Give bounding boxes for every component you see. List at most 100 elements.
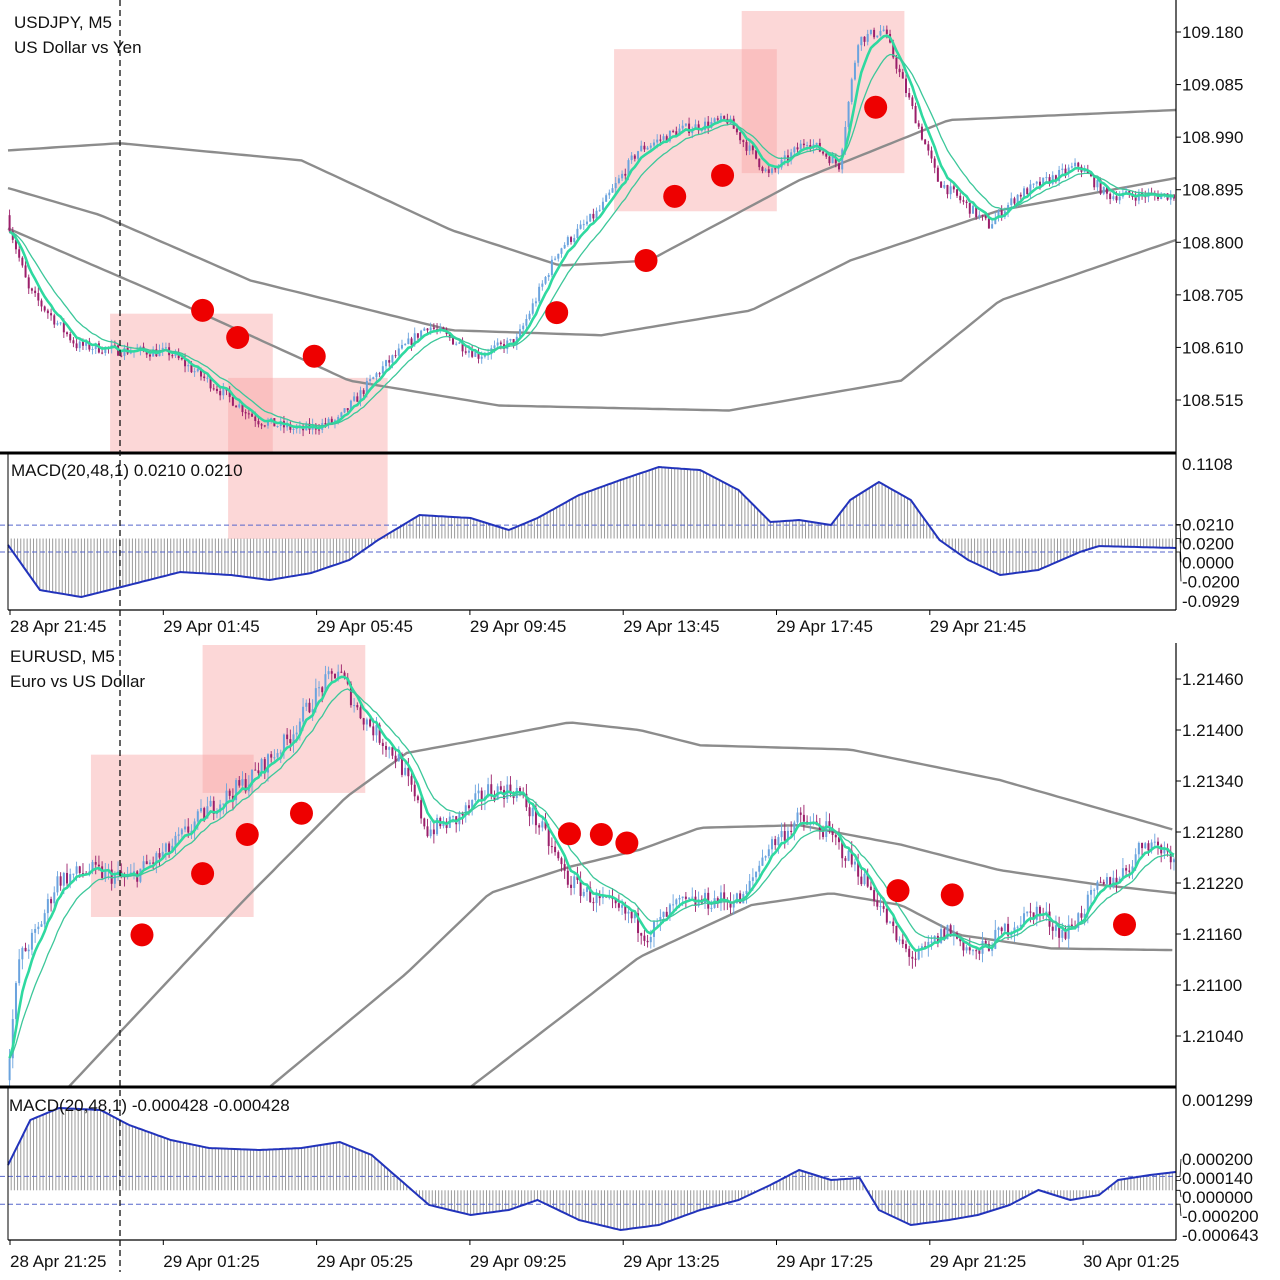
- ema-fast-line: [8, 34, 1175, 430]
- candle: [668, 903, 671, 922]
- signal-dot[interactable]: [589, 823, 613, 847]
- candle-body: [193, 821, 196, 831]
- candle-body: [359, 390, 362, 402]
- candle-body: [1125, 868, 1128, 871]
- candle-body: [193, 371, 196, 373]
- price-plot[interactable]: [110, 10, 905, 539]
- signal-dot[interactable]: [615, 831, 639, 855]
- candle-body: [892, 42, 895, 58]
- candle: [353, 698, 356, 713]
- signal-dot[interactable]: [235, 823, 259, 847]
- candle-body: [1026, 188, 1029, 195]
- candle-body: [838, 837, 840, 843]
- highlight-zone: [202, 645, 366, 793]
- candle-body: [1029, 911, 1032, 913]
- candle-body: [1083, 169, 1086, 172]
- candle-body: [155, 853, 158, 864]
- signal-dot[interactable]: [663, 184, 687, 208]
- signal-dot[interactable]: [711, 163, 735, 187]
- candle-body: [576, 876, 579, 880]
- usdjpy-panel[interactable]: [0, 10, 1176, 599]
- candle: [869, 29, 872, 36]
- candle-body: [340, 412, 343, 417]
- signal-dot[interactable]: [302, 344, 326, 368]
- candle-body: [235, 405, 238, 408]
- price-plot[interactable]: [90, 645, 366, 917]
- eurusd-panel[interactable]: [0, 645, 1176, 1232]
- candle: [66, 331, 69, 337]
- candle-body: [946, 925, 949, 940]
- candle-body: [385, 360, 388, 367]
- candle: [560, 856, 563, 872]
- candle-body: [148, 354, 151, 357]
- signal-dot[interactable]: [1113, 913, 1136, 937]
- candle-body: [927, 941, 930, 947]
- candle-body: [24, 947, 27, 952]
- candle: [318, 681, 321, 697]
- candle-body: [292, 734, 295, 744]
- candle-body: [790, 152, 793, 161]
- time-tick-label: 29 Apr 17:45: [777, 617, 873, 636]
- candle: [841, 840, 844, 868]
- signal-dot[interactable]: [864, 95, 888, 119]
- candle-body: [381, 742, 384, 746]
- candle-body: [1035, 181, 1038, 184]
- candle-body: [1023, 188, 1026, 197]
- candle-body: [624, 904, 627, 914]
- candle: [235, 405, 238, 408]
- candle: [614, 177, 617, 194]
- candle: [723, 884, 726, 911]
- candle-body: [46, 310, 49, 314]
- signal-dot[interactable]: [886, 879, 910, 903]
- candle-body: [617, 178, 620, 184]
- candle-body: [614, 899, 617, 904]
- candle-body: [1061, 929, 1064, 938]
- candle-body: [624, 173, 627, 176]
- candle-body: [719, 892, 722, 904]
- candle-body: [652, 142, 655, 146]
- candle-body: [1160, 194, 1163, 200]
- candle-body: [375, 724, 378, 736]
- candle-body: [802, 814, 805, 822]
- candle-body: [869, 29, 872, 34]
- candle: [228, 788, 231, 800]
- candle-body: [991, 224, 994, 229]
- candle-body: [755, 871, 758, 878]
- candle: [1061, 163, 1064, 175]
- signal-dot[interactable]: [940, 883, 964, 907]
- candle: [557, 253, 560, 262]
- candle-body: [509, 784, 512, 794]
- candle: [592, 897, 595, 911]
- candle: [1102, 186, 1105, 196]
- signal-dot[interactable]: [634, 249, 658, 273]
- candle: [1032, 183, 1035, 189]
- candle-body: [847, 850, 850, 861]
- candle-body: [573, 238, 576, 242]
- candle: [30, 287, 33, 294]
- candle-body: [911, 97, 914, 107]
- signal-dot[interactable]: [191, 862, 215, 886]
- candle-body: [200, 808, 202, 812]
- candle-body: [407, 767, 410, 777]
- candle: [630, 911, 633, 924]
- signal-dot[interactable]: [545, 301, 569, 325]
- candle: [828, 154, 831, 166]
- candle-body: [659, 139, 662, 141]
- candle: [260, 423, 263, 430]
- candle: [764, 167, 767, 173]
- candle-body: [324, 674, 327, 693]
- candle-body: [528, 313, 531, 319]
- signal-dot[interactable]: [191, 298, 215, 322]
- candle: [688, 117, 691, 136]
- candle: [879, 896, 882, 916]
- candle: [965, 944, 968, 954]
- candle-body: [276, 753, 279, 758]
- candle: [27, 274, 30, 295]
- candle-body: [97, 864, 100, 867]
- signal-dot[interactable]: [557, 822, 581, 846]
- candle-body: [375, 373, 378, 378]
- signal-dot[interactable]: [130, 923, 154, 947]
- signal-dot[interactable]: [226, 325, 250, 349]
- signal-dot[interactable]: [289, 801, 313, 825]
